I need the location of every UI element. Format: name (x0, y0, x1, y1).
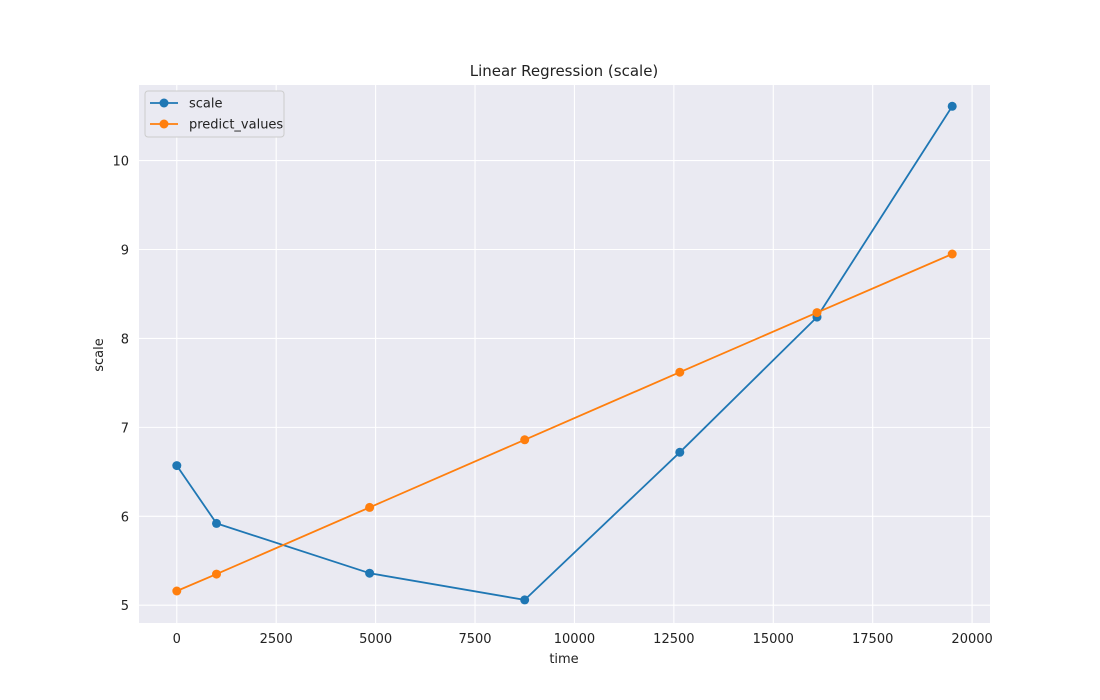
x-tick-label: 7500 (458, 632, 491, 647)
data-point-predict-values (520, 435, 530, 445)
data-point-predict-values (212, 569, 221, 579)
data-point-scale (172, 461, 182, 471)
series-layer (172, 101, 957, 605)
y-tick-label: 7 (121, 421, 129, 436)
data-point-predict-values (365, 502, 375, 512)
x-tick-label: 2500 (260, 632, 293, 647)
legend-box (144, 90, 285, 138)
data-point-scale (212, 518, 221, 528)
x-tick-label: 12500 (653, 632, 694, 647)
x-tick-label: 5000 (359, 632, 392, 647)
legend-marker-scale (159, 98, 169, 108)
data-point-predict-values (675, 367, 685, 377)
y-tick-label: 9 (121, 244, 129, 259)
x-tick-label: 17500 (852, 632, 893, 647)
data-point-scale (520, 595, 530, 605)
data-point-scale (947, 101, 957, 111)
x-tick-label: 15000 (753, 632, 794, 647)
legend-label-scale: scale (189, 97, 223, 112)
grid-lines (139, 85, 990, 623)
x-tick-label: 10000 (554, 632, 595, 647)
data-point-predict-values (172, 586, 182, 596)
tick-labels: 0 2500 5000 7500 10000 12500 15000 17500 20000 5 6… (112, 155, 992, 647)
data-point-predict-values (947, 249, 957, 259)
legend: scale predict_values (144, 90, 285, 138)
legend-label-predict-values: predict_values (189, 118, 283, 133)
series-predict-values (172, 249, 957, 596)
data-point-predict-values (812, 308, 822, 318)
x-tick-label: 0 (173, 632, 181, 647)
y-tick-label: 10 (112, 155, 129, 170)
y-tick-label: 6 (121, 510, 129, 525)
plot-area (139, 85, 990, 623)
x-tick-label: 20000 (951, 632, 992, 647)
y-axis-label: scale (92, 338, 107, 372)
data-point-scale (365, 568, 375, 578)
y-tick-label: 5 (121, 599, 129, 614)
x-axis-label: time (549, 652, 578, 667)
data-point-scale (675, 447, 685, 457)
y-tick-label: 8 (121, 332, 129, 347)
legend-marker-predict-values (159, 119, 169, 129)
chart-title: Linear Regression (scale) (470, 62, 659, 80)
